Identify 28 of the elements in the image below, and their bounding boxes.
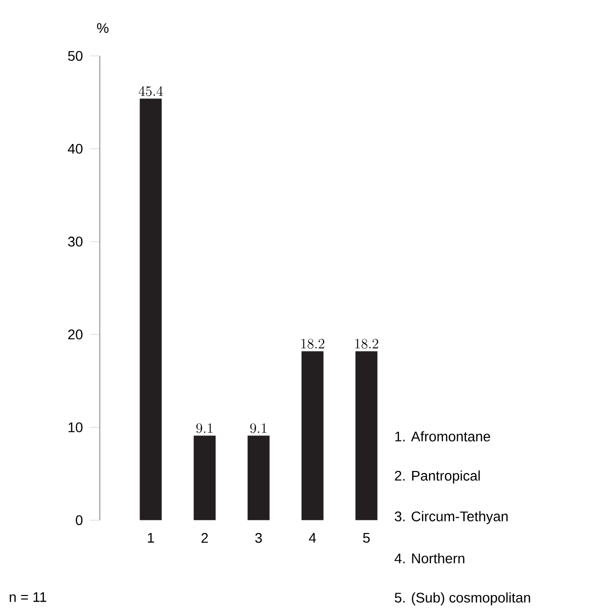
data-label: 18.2 [301,338,324,349]
bar [140,98,162,520]
text: 3. Circum-Tethyan [394,511,508,524]
text: 5. (Sub) cosmopolitan [394,592,530,606]
text: 2. Pantropical [394,470,480,484]
y-tick-label: 0 [76,515,82,526]
y-axis-title: % [97,23,108,33]
bar [248,436,270,520]
bar [194,436,216,520]
x-tick-label: 1 [148,533,154,543]
y-tick-label: 40 [68,144,82,154]
text: n = 11 [10,592,46,602]
bar [355,351,378,520]
y-tick-label: 30 [68,236,82,247]
data-label: 18.2 [355,338,378,349]
data-label: 45.4 [138,86,163,96]
x-tick-label: 2 [201,533,208,543]
text: 1. Afromontane [395,431,490,442]
data-label: 9. 1 [250,423,266,434]
data-label: 9. 1 [196,423,212,434]
x-tick-label: 4 [308,533,316,543]
text: 4. Northern [394,553,464,564]
y-tick-label: 50 [68,50,82,61]
y-tick-label: 10 [68,422,82,432]
x-tick-label: 5 [363,533,370,543]
x-tick-label: 3 [255,533,262,543]
y-tick-label: 20 [68,330,82,340]
bar [301,351,324,520]
